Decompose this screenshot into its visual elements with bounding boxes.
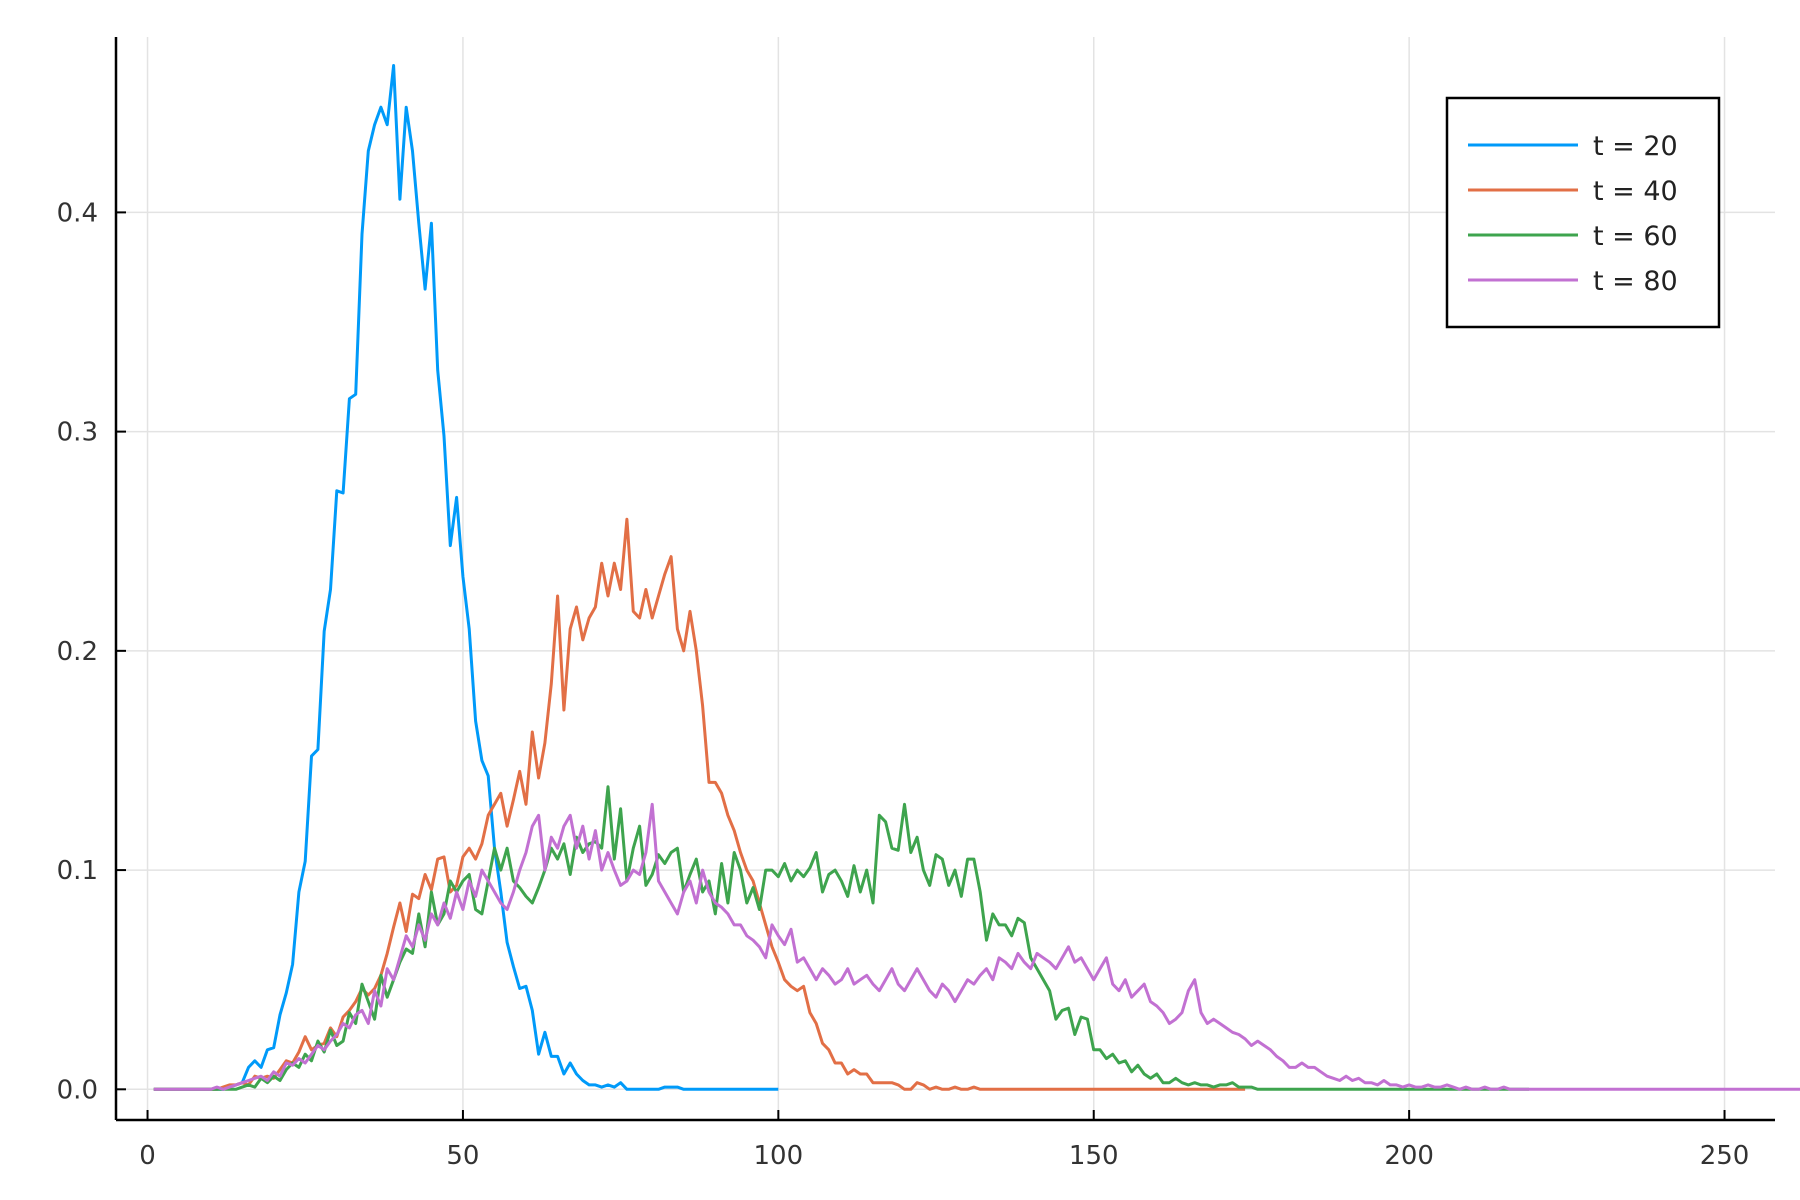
series-line-2 — [153, 517, 1246, 1091]
legend-label-2: t = 40 — [1593, 176, 1678, 207]
y-tick-label: 0.0 — [57, 1075, 98, 1105]
series-line-4 — [153, 802, 1800, 1091]
series-line-3 — [153, 785, 1529, 1091]
legend-label-4: t = 80 — [1593, 266, 1678, 297]
legend-box — [1445, 96, 1721, 329]
x-tick-label: 100 — [754, 1141, 804, 1171]
grid — [116, 37, 1775, 1120]
series-lines — [153, 64, 1800, 1091]
y-tick-label: 0.4 — [57, 198, 98, 228]
x-tick-label: 0 — [139, 1141, 156, 1171]
x-tick-label: 200 — [1384, 1141, 1434, 1171]
axes — [114, 37, 1775, 1122]
legend: t = 20 t = 40 t = 60 t = 80 — [1445, 96, 1721, 329]
series-line-1 — [153, 64, 779, 1091]
x-tick-label: 250 — [1700, 1141, 1750, 1171]
legend-label-3: t = 60 — [1593, 221, 1678, 252]
y-tick-label: 0.3 — [57, 418, 98, 448]
y-tick-label: 0.2 — [57, 637, 98, 667]
tick-labels: 0 50 100 150 200 250 0.0 0.1 0.2 0.3 0.4 — [57, 198, 1750, 1171]
x-tick-label: 50 — [446, 1141, 479, 1171]
x-tick-label: 150 — [1069, 1141, 1119, 1171]
y-tick-label: 0.1 — [57, 856, 98, 886]
legend-label-1: t = 20 — [1593, 131, 1678, 162]
